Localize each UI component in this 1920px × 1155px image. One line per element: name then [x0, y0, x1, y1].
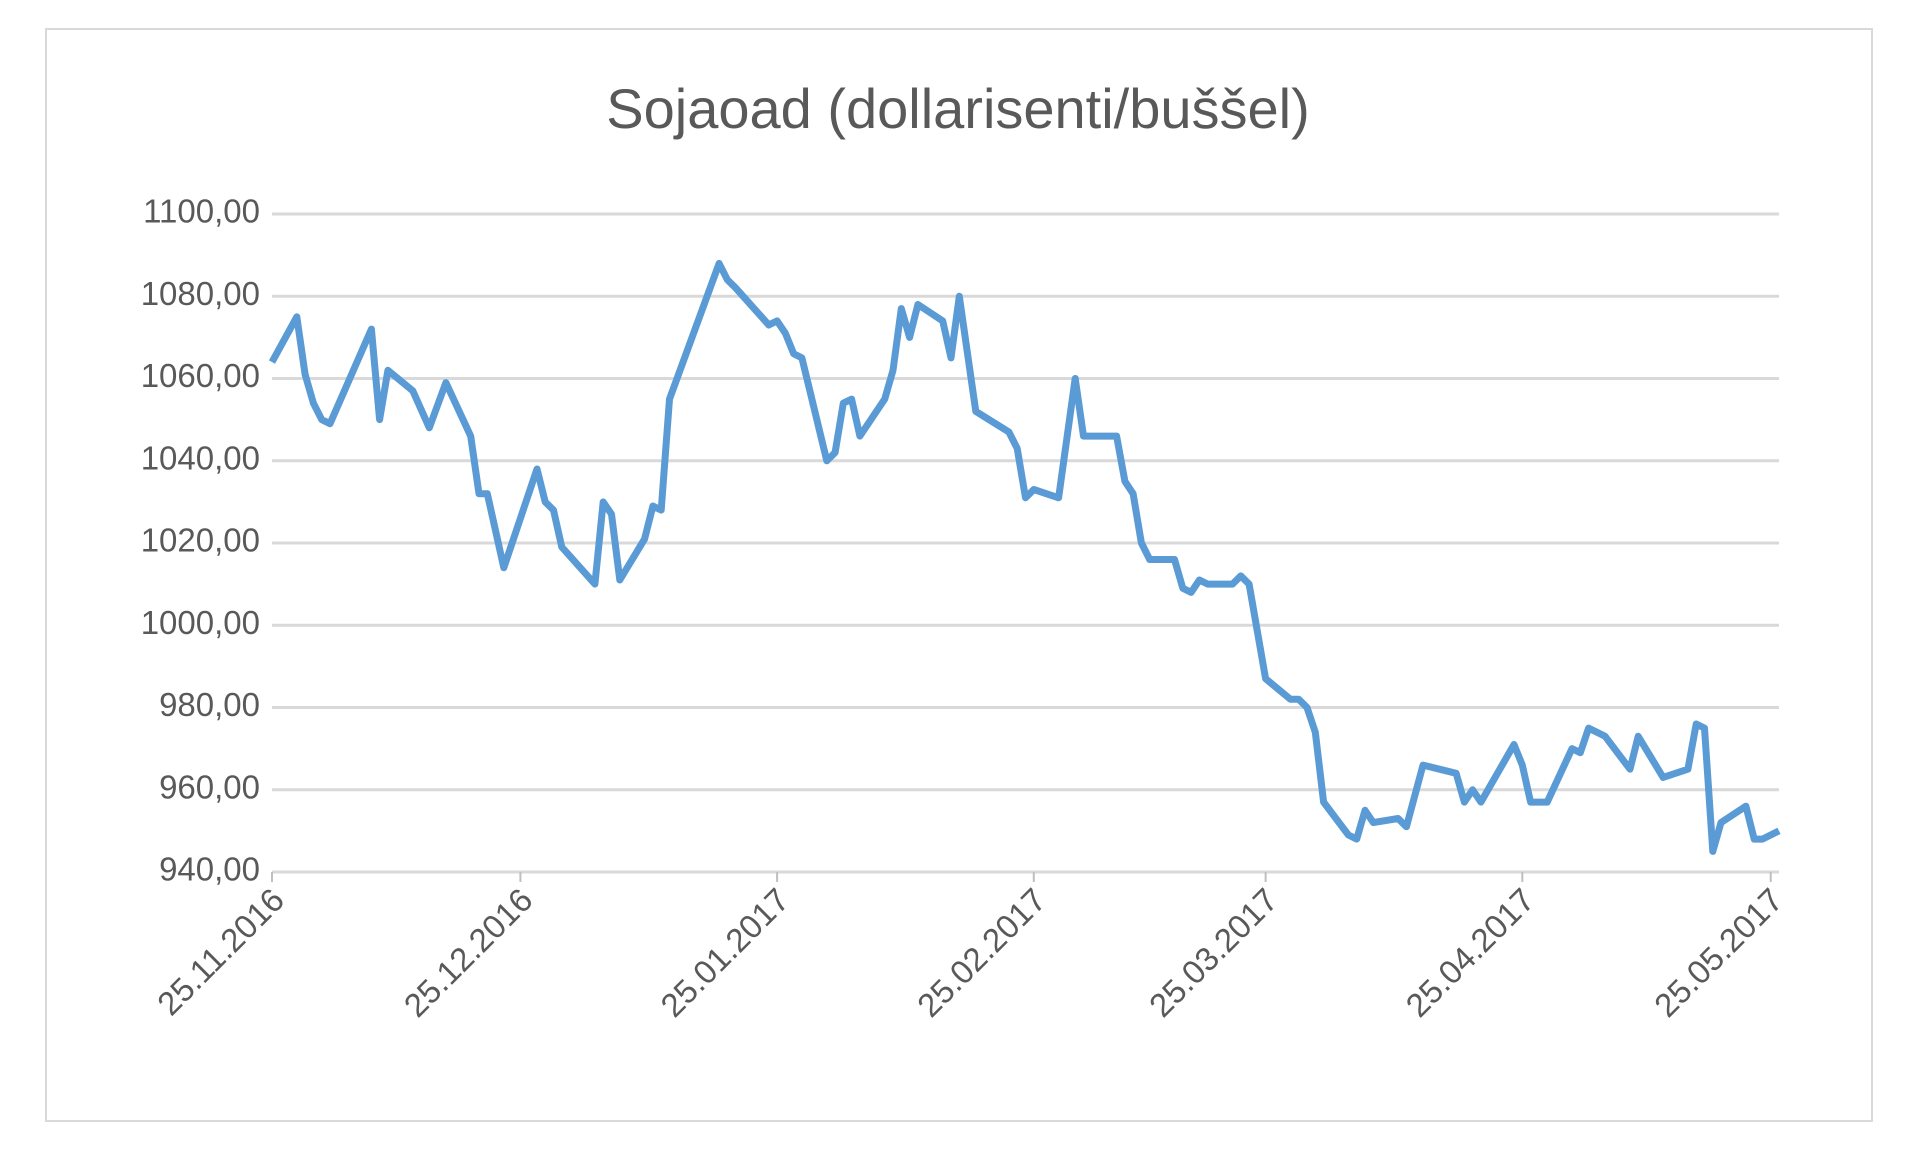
y-tick-label: 1000,00: [141, 604, 260, 641]
data-line: [268, 259, 1781, 855]
y-tick-label: 1060,00: [141, 357, 260, 394]
chart-title: Sojaoad (dollarisenti/buššel): [606, 77, 1310, 140]
y-tick-label: 1100,00: [143, 193, 260, 230]
y-tick-label: 1040,00: [141, 439, 260, 476]
y-tick-label: 1080,00: [141, 275, 260, 312]
y-tick-label: 980,00: [159, 686, 260, 723]
y-tick-label: 1020,00: [141, 522, 260, 559]
y-tick-label: 940,00: [159, 851, 260, 888]
y-tick-label: 960,00: [159, 768, 260, 805]
chart-frame: [45, 28, 1873, 1122]
